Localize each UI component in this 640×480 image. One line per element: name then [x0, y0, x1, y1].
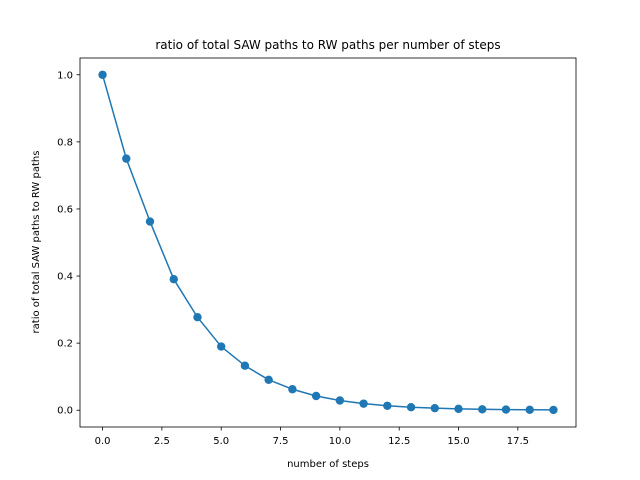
x-tick-label: 15.0: [447, 436, 469, 447]
data-point: [501, 405, 511, 414]
data-point: [264, 375, 273, 385]
data-point: [311, 391, 321, 401]
data-point: [549, 405, 558, 415]
x-axis-label: number of steps: [287, 459, 369, 470]
x-tick-label: 7.5: [273, 436, 289, 447]
data-point: [169, 274, 178, 284]
axes-frame: [79, 57, 577, 428]
data-point: [98, 70, 107, 79]
x-tick-label: 0.0: [95, 436, 111, 447]
data-point: [525, 405, 534, 414]
y-tick-label: 0.8: [57, 137, 73, 148]
x-tick-label: 5.0: [213, 436, 229, 447]
x-tick-label: 17.5: [507, 436, 529, 447]
y-tick-label: 0.6: [57, 204, 73, 215]
y-axis-label: ratio of total SAW paths to RW paths: [31, 151, 42, 334]
y-tick-label: 0.0: [57, 406, 73, 417]
data-point: [406, 403, 416, 412]
data-point: [335, 396, 345, 405]
data-point: [359, 399, 368, 408]
data-point: [478, 405, 487, 414]
data-point: [454, 404, 463, 414]
chart-title: ratio of total SAW paths to RW paths per…: [155, 38, 500, 52]
data-point: [383, 401, 392, 410]
data-point: [193, 313, 202, 322]
data-point: [122, 154, 131, 163]
y-tick-label: 0.4: [57, 272, 73, 283]
plot-area: 0.0 2.5 5.0 7.5 10.0 12.5 15.0 17.5 0.0 0.2 0.4 0.6…: [57, 57, 577, 447]
x-tick-label: 10.0: [329, 436, 351, 447]
y-tick-label: 0.2: [57, 339, 73, 350]
x-tick-label: 2.5: [154, 436, 170, 447]
data-point: [240, 361, 250, 370]
data-point: [288, 385, 297, 394]
data-point: [145, 217, 155, 226]
x-tick-label: 12.5: [388, 436, 410, 447]
y-tick-label: 1.0: [57, 70, 73, 81]
data-point: [430, 403, 439, 413]
data-point: [217, 342, 226, 351]
